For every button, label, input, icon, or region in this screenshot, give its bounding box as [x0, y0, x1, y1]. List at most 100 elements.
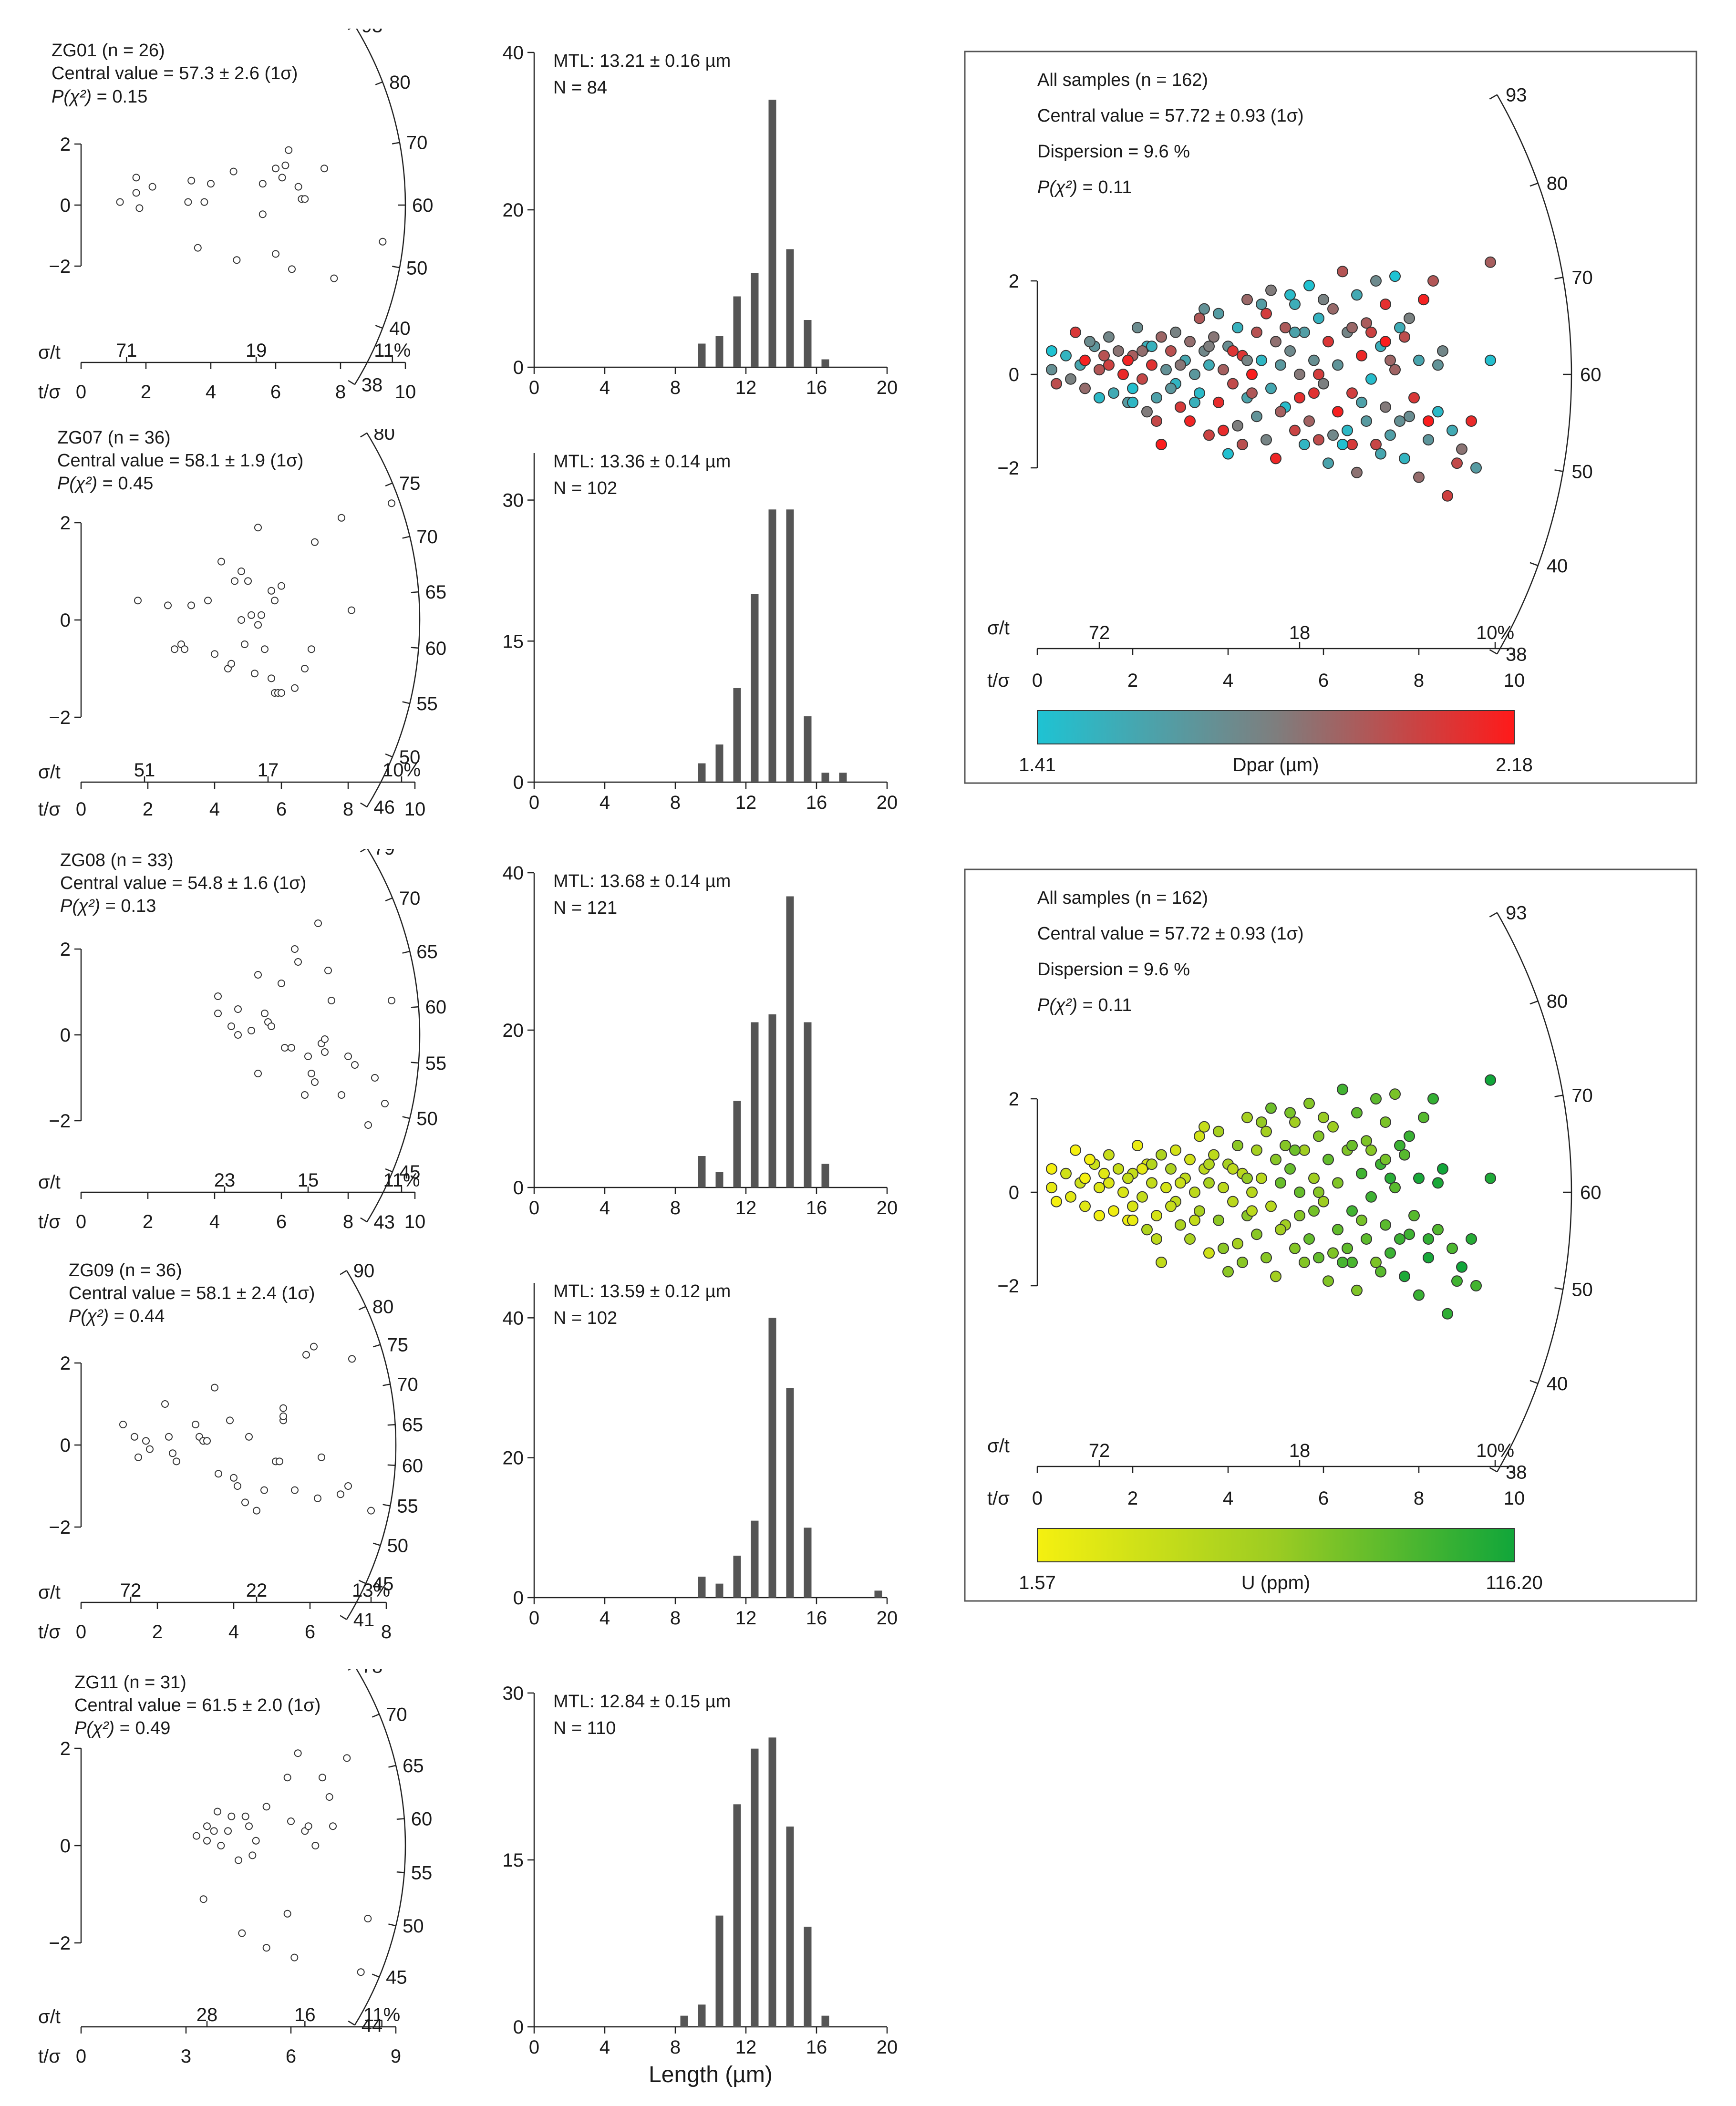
- panel-age-tick-label: 38: [1506, 1462, 1527, 1483]
- hist-x-tick-label: 12: [735, 1608, 757, 1629]
- panel-data-point: [1265, 1102, 1277, 1114]
- age-tick-label: 50: [406, 258, 428, 279]
- panel-data-point: [1423, 1252, 1434, 1264]
- panel-data-point: [1332, 406, 1343, 418]
- panel-data-point: [1337, 266, 1348, 278]
- data-point: [343, 1754, 351, 1762]
- data-point: [227, 1022, 235, 1030]
- age-tick-label: 90: [353, 1260, 375, 1281]
- hist-bar: [751, 1520, 759, 1598]
- panel-data-point: [1218, 1182, 1229, 1194]
- age-tick-label: 45: [386, 1967, 407, 1988]
- panel-t-sigma-label: t/σ: [987, 670, 1010, 691]
- panel-data-point: [1251, 1228, 1262, 1240]
- colorbar-max: 116.20: [1486, 1572, 1542, 1593]
- panel-data-point: [1332, 359, 1343, 371]
- hist-x-tick-label: 16: [806, 1198, 827, 1218]
- panel-data-point: [1175, 401, 1186, 413]
- panel-data-point: [1413, 1289, 1425, 1301]
- panel-data-point: [1485, 1172, 1496, 1184]
- panel-data-point: [1261, 308, 1272, 320]
- panel-data-point: [1270, 336, 1281, 348]
- age-tick-label: 40: [389, 318, 411, 339]
- panel-precision-label: 10%: [1476, 1440, 1514, 1461]
- age-tick: [392, 142, 400, 145]
- panel-frame: [964, 868, 1697, 1602]
- age-arc: [354, 1669, 406, 2025]
- panel-data-point: [1389, 364, 1401, 376]
- panel-data-point: [1232, 420, 1243, 432]
- data-point: [291, 945, 299, 953]
- t-tick-label: 8: [335, 382, 346, 403]
- hist-x-tick-label: 12: [735, 377, 757, 398]
- panel-data-point: [1146, 359, 1157, 371]
- data-point: [371, 1074, 379, 1082]
- hist-x-tick-label: 8: [670, 1198, 681, 1218]
- precision-tick-label: 11%: [363, 2004, 400, 2025]
- data-point: [367, 1507, 375, 1515]
- sample-title: ZG11 (n = 31): [74, 1672, 186, 1693]
- panel-data-point: [1218, 424, 1229, 436]
- hist-y-tick-label: 15: [503, 631, 524, 652]
- data-point: [281, 161, 289, 169]
- radial-body: 2 0 −2 78 70 65 60 55 50 45 44 σ/t 28 16 11% 0 3 6 9 t/σ: [38, 1669, 432, 2067]
- hist-y-tick-label: 0: [513, 2017, 524, 2038]
- panel-data-point: [1084, 1154, 1095, 1166]
- panel-data-point: [1404, 312, 1415, 324]
- age-tick-label: 60: [425, 997, 447, 1018]
- panel-data-point: [1241, 294, 1253, 306]
- panel-data-point: [1203, 341, 1215, 352]
- age-tick-label: 55: [411, 1863, 433, 1884]
- data-point: [308, 645, 315, 653]
- age-tick: [375, 325, 383, 329]
- hist-bar: [786, 249, 794, 367]
- t-tick-label: 9: [391, 2046, 401, 2067]
- y-tick-label: 2: [60, 1353, 71, 1374]
- age-tick-label: 80: [372, 1297, 394, 1318]
- y-tick-label: −2: [49, 707, 71, 728]
- histogram-zg07: 0 15 30 0 4 8 12 16 20 MTL: 13.36 ± 0.14 µm N = 10…: [503, 452, 898, 813]
- t-tick-label: 4: [206, 382, 216, 403]
- hist-bar: [804, 320, 812, 367]
- panel-age-tick-label: 93: [1506, 903, 1527, 924]
- data-point: [271, 597, 279, 605]
- panel-data-point: [1189, 369, 1200, 380]
- age-tick: [385, 897, 393, 902]
- t-tick-label: 0: [76, 1621, 86, 1642]
- hist-x-tick-label: 4: [599, 1608, 610, 1629]
- panel-data-point: [1423, 1233, 1434, 1245]
- hist-y-tick-label: 40: [503, 1308, 524, 1329]
- panel-data-point: [1485, 1074, 1496, 1086]
- t-tick-label: 6: [286, 2046, 296, 2067]
- data-point: [364, 1915, 372, 1922]
- panel-data-point: [1184, 1154, 1196, 1166]
- panel-data-point: [1365, 1144, 1377, 1156]
- p-chi-line: P(χ²) = 0.44: [69, 1306, 165, 1326]
- hist-x-tick-label: 20: [877, 1198, 898, 1218]
- data-point: [262, 1803, 270, 1811]
- panel-pchi: P(χ²) = 0.11: [1037, 995, 1132, 1015]
- panel-data-point: [1184, 1233, 1196, 1245]
- hist-y-tick-label: 0: [513, 1177, 524, 1198]
- data-point: [241, 640, 248, 648]
- mtl-label: MTL: 13.36 ± 0.14 µm: [553, 452, 731, 472]
- panel-data-point: [1103, 331, 1115, 343]
- panel-data-point: [1289, 1116, 1301, 1128]
- panel-data-point: [1365, 326, 1377, 338]
- panel-data-point: [1294, 1210, 1305, 1221]
- age-tick-label: 45: [399, 1162, 421, 1183]
- panel-age-tick-label: 80: [1547, 991, 1568, 1012]
- hist-x-tick-label: 16: [806, 377, 827, 398]
- age-tick-label: 93: [362, 29, 383, 37]
- panel-data-point: [1394, 322, 1405, 333]
- age-tick-label: 55: [416, 693, 438, 714]
- data-point: [199, 1895, 207, 1903]
- panel-data-point: [1332, 1224, 1343, 1236]
- age-tick-label: 80: [389, 72, 411, 93]
- t-tick-label: 6: [276, 1211, 287, 1232]
- radial-plot-zg07: ZG07 (n = 36) Central value = 58.1 ± 1.9…: [38, 429, 446, 820]
- data-point: [193, 1832, 200, 1840]
- precision-tick-label: 19: [246, 340, 267, 361]
- panel-data-point: [1313, 1252, 1324, 1264]
- data-point: [132, 174, 140, 182]
